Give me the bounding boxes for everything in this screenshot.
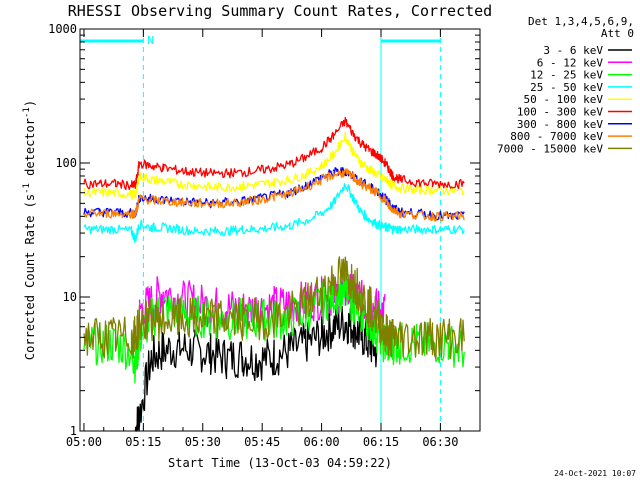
- legend-entry-label: 800 - 7000 keV: [510, 130, 603, 143]
- series-line-4: [83, 183, 465, 244]
- x-axis-label: Start Time (13-Oct-03 04:59:22): [168, 456, 392, 470]
- series-line-1: [134, 305, 378, 432]
- chart-title: RHESSI Observing Summary Count Rates, Co…: [68, 2, 492, 20]
- legend-entry-label: 6 - 12 keV: [537, 56, 604, 69]
- legend-entry-label: 50 - 100 keV: [524, 93, 604, 106]
- x-tick-label: 05:00: [66, 435, 102, 449]
- legend-entry-label: 7000 - 15000 keV: [497, 142, 603, 155]
- y-tick-label: 1: [70, 424, 77, 438]
- series-line-8: [83, 168, 465, 222]
- x-tick-label: 05:30: [185, 435, 221, 449]
- x-tick-label: 05:45: [244, 435, 280, 449]
- series-line-5: [83, 131, 465, 201]
- x-axis: 05:00 05:15 05:30 05:45 06:00 06:15 06:30: [66, 29, 461, 449]
- plot-area: N 05:00 05:15 05:30 05:45 06:00 06:15 06:30 11…: [48, 22, 481, 449]
- y-axis-label: Corrected Count Rate (s-1 detector-1): [22, 100, 37, 360]
- legend-entry-label: 12 - 25 keV: [530, 69, 603, 82]
- x-tick-label: 06:30: [422, 435, 458, 449]
- series-line-9: [83, 256, 465, 360]
- timestamp-footer: 24-Oct-2021 10:07: [554, 469, 636, 478]
- x-tick-label: 06:00: [304, 435, 340, 449]
- y-tick-label: 10: [63, 290, 77, 304]
- data-series: [83, 116, 465, 432]
- legend-entry-label: 3 - 6 keV: [543, 44, 603, 57]
- legend-header-line-2: Att 0: [601, 27, 634, 40]
- plot-frame: [79, 28, 481, 432]
- legend-entry-label: 25 - 50 keV: [530, 81, 603, 94]
- y-tick-label: 100: [55, 156, 77, 170]
- y-tick-label: 1000: [48, 22, 77, 36]
- x-tick-label: 06:15: [363, 435, 399, 449]
- night-flag-label: N: [147, 34, 154, 47]
- y-axis: 1 10 100 1000: [48, 22, 480, 438]
- legend-entry-label: 100 - 300 keV: [517, 106, 603, 119]
- series-line-6: [83, 116, 465, 191]
- legend-entry-label: 300 - 800 keV: [517, 118, 603, 131]
- legend-header-line-1: Det 1,3,4,5,6,9,: [528, 15, 634, 28]
- x-tick-label: 05:15: [125, 435, 161, 449]
